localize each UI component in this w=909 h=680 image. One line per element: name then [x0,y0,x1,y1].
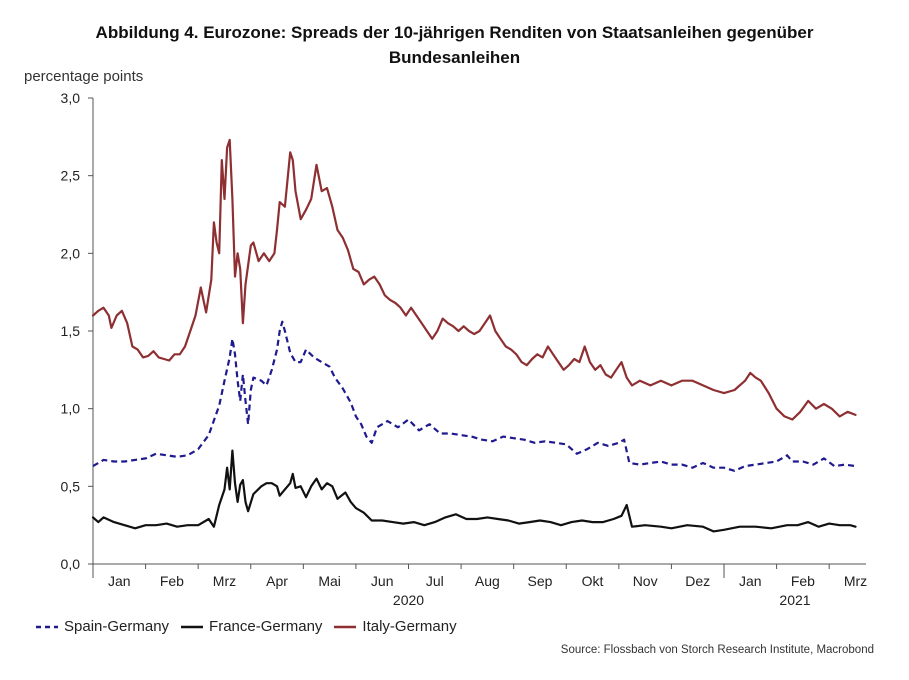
legend-label-italy: Italy-Germany [362,618,457,635]
chart-title: Abbildung 4. Eurozone: Spreads der 10-jä… [0,20,909,70]
legend-swatch-france [181,625,204,628]
legend-item-france: France-Germany [181,618,322,635]
x-tick-label: Jan [739,573,762,589]
series-line-spain-germany [92,320,856,472]
year-label: 2020 [393,592,424,608]
chart-title-line-2: Bundesanleihen [388,48,521,67]
legend-swatch-italy [334,625,357,628]
legend-item-italy: Italy-Germany [334,618,457,635]
x-tick-label: Sep [528,573,553,589]
x-tick-label: Jun [371,573,394,589]
legend-swatch-spain [36,625,58,628]
chart-series [91,138,857,533]
series-line-italy-germany [91,138,857,421]
x-tick-label: Mai [318,573,341,589]
y-tick-label: 2,0 [61,245,81,261]
legend-item-spain: Spain-Germany [36,618,169,635]
y-tick-label: 1,5 [61,323,81,339]
source-note: Source: Flossbach von Storch Research In… [560,644,874,656]
x-tick-label: Feb [791,573,815,589]
x-tick-label: Aug [475,573,500,589]
legend-label-france: France-Germany [209,618,323,635]
y-tick-label: 0,5 [61,478,81,494]
x-tick-label: Jan [108,573,131,589]
chart-legend: Spain-Germany France-Germany Italy-Germa… [36,618,459,635]
series-line-france-germany [91,449,857,533]
x-tick-label: Mrz [844,573,867,589]
x-tick-label: Okt [582,573,604,589]
chart-axes: 0,0 0,5 1,0 1,5 2,0 2,5 3,0 Jan Feb Mrz Apr Mai Jun J… [61,90,868,608]
x-tick-label: Apr [266,573,288,589]
x-tick-label: Feb [160,573,184,589]
x-tick-label: Nov [633,573,658,589]
y-axis-label: percentage points [24,68,144,85]
y-tick-label: 3,0 [61,90,81,106]
chart-title-line-1: Abbildung 4. Eurozone: Spreads der 10-jä… [95,23,814,42]
x-tick-label: Dez [685,573,710,589]
x-tick-label: Mrz [213,573,236,589]
x-tick-label: Jul [426,573,444,589]
y-tick-label: 2,5 [61,168,81,184]
legend-label-spain: Spain-Germany [64,618,170,635]
y-tick-label: 1,0 [61,401,81,417]
year-label: 2021 [779,592,810,608]
y-tick-label: 0,0 [61,556,81,572]
